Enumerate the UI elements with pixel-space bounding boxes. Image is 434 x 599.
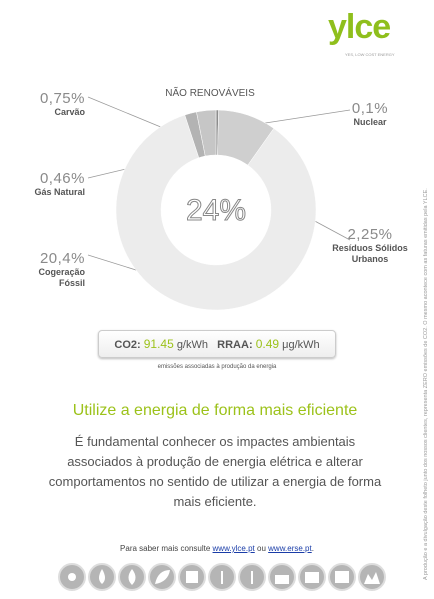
rraa-unit: μg/kWh <box>282 339 320 351</box>
category-label: Resíduos Sólidos Urbanos <box>332 243 408 264</box>
caption: emissões associadas à produção da energi… <box>157 364 277 370</box>
glyphs <box>68 569 380 585</box>
connector <box>87 96 169 131</box>
slice-label: 0,75% Carvão <box>20 90 85 118</box>
glyph <box>275 575 289 584</box>
slice-label: 0,1% Nuclear <box>340 100 400 128</box>
glyph <box>251 571 253 584</box>
emissions-box: CO2: 91.45 g/kWh RRAA: 0.49 μg/kWh <box>98 330 336 358</box>
glyph <box>186 571 198 583</box>
footer-joiner: ou <box>257 544 266 553</box>
glyph <box>99 569 105 584</box>
co2-value: 91.45 <box>143 337 174 351</box>
glyph <box>155 570 170 584</box>
value-label: 2,25% <box>347 226 393 243</box>
heading: Utilize a energia de forma mais eficient… <box>72 402 358 419</box>
slice-label: 0,46% Gás Natural <box>20 170 85 198</box>
glyph <box>128 569 136 585</box>
side-note: A produção e a divulgação deste folheto … <box>423 188 429 580</box>
category-label: Gás Natural <box>34 187 85 197</box>
category-label: Carvão <box>54 107 85 117</box>
connector <box>87 167 131 179</box>
donut <box>115 109 317 311</box>
icon <box>358 563 386 591</box>
value-label: 20,4% <box>39 250 85 267</box>
value-label: 0,1% <box>351 100 389 117</box>
paragraph: É fundamental conhecer os impactes ambie… <box>48 434 382 509</box>
link[interactable]: www.ylce.pt <box>212 544 255 553</box>
link[interactable]: www.erse.pt <box>268 544 312 553</box>
footer-end: . <box>311 544 314 553</box>
rraa-value: 0.49 <box>255 337 280 351</box>
footer-text: Para saber mais consulte <box>120 544 211 553</box>
value-label: 0,75% <box>39 90 85 107</box>
icon-row <box>58 563 386 591</box>
category-label: Nuclear <box>353 117 387 127</box>
slice-label: 2,25% Resíduos Sólidos Urbanos <box>330 226 410 265</box>
footer: Para saber mais consulte www.ylce.pt ou … <box>60 544 374 553</box>
donut-slice <box>115 114 317 311</box>
co2-label: CO2: <box>114 339 141 351</box>
glyph <box>305 572 319 583</box>
logo: ylce <box>328 8 391 46</box>
center-label: 24% <box>186 194 246 227</box>
tagline: YES, LOW COST ENERGY <box>345 52 395 57</box>
slice-label: 20,4% Cogeração Fóssil <box>20 250 85 289</box>
value-label: 0,46% <box>39 170 85 187</box>
glyph <box>335 571 349 583</box>
co2-unit: g/kWh <box>176 339 208 351</box>
glyph <box>68 573 76 581</box>
rraa-label: RRAA: <box>217 339 253 351</box>
glyph <box>364 572 380 584</box>
glyph <box>221 571 223 584</box>
donut-slice <box>196 109 217 157</box>
chart: 24% <box>87 96 351 311</box>
category-label: Cogeração Fóssil <box>38 267 85 288</box>
chart-title: NÃO RENOVÁVEIS <box>165 88 255 99</box>
